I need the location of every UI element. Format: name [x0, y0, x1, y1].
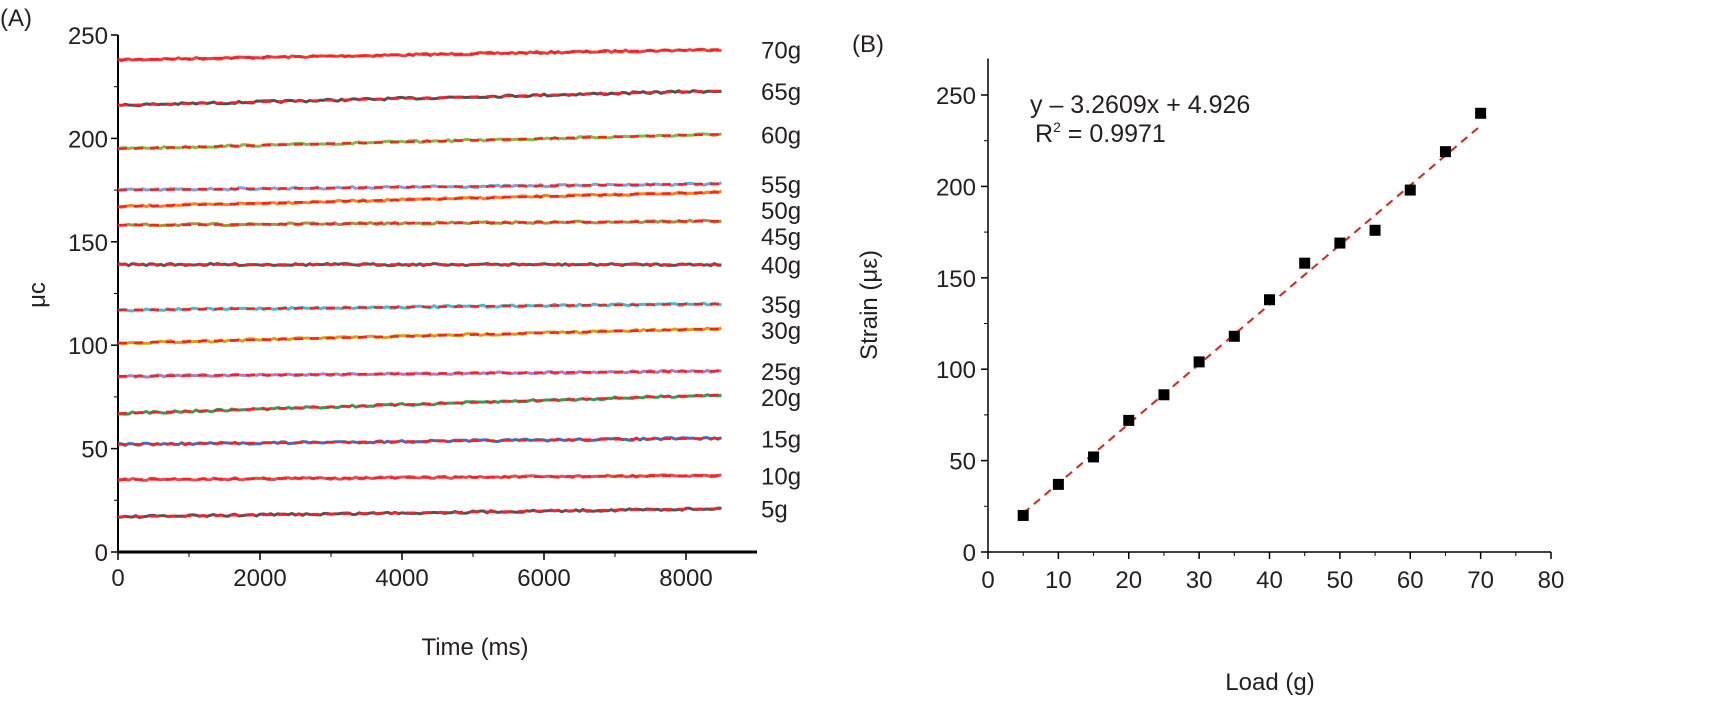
- x-tick-label: 50: [1327, 567, 1354, 594]
- series-label: 10g: [761, 464, 801, 491]
- x-tick-label: 0: [111, 565, 124, 592]
- fit-line-70g: [117, 48, 722, 62]
- fit-line: [1022, 124, 1482, 514]
- panel-b-y-axis-label: Strain (με): [856, 250, 883, 360]
- y-tick-label: 100: [68, 333, 108, 360]
- series-label: 55g: [761, 172, 801, 199]
- panel-a-y-axis-label: μc: [24, 282, 51, 308]
- data-point: [1299, 257, 1311, 269]
- series-label: 70g: [761, 38, 801, 65]
- y-tick-label: 0: [95, 540, 108, 567]
- series-label: 35g: [761, 292, 801, 319]
- y-tick-label: 50: [81, 437, 108, 464]
- x-tick-label: 0: [981, 567, 994, 594]
- fit-line-50g: [117, 190, 722, 208]
- y-tick-label: 250: [936, 83, 976, 110]
- panel-a-time-series: (A) Time (ms) μc 0 2000 4000 6000 8000 0 50 100…: [0, 5, 801, 661]
- data-point: [1439, 146, 1451, 158]
- r-squared: R2 = 0.9971: [1035, 119, 1166, 148]
- x-tick-label: 20: [1115, 567, 1142, 594]
- fit-line-35g: [117, 302, 722, 312]
- panel-b-x-axis-label: Load (g): [1225, 669, 1314, 696]
- panel-a-x-axis-label: Time (ms): [421, 634, 528, 661]
- x-tick-label: 2000: [233, 565, 286, 592]
- fit-line-30g: [117, 327, 722, 345]
- fit-line-60g: [117, 133, 722, 150]
- fit-line-10g: [117, 474, 722, 481]
- data-point: [1404, 184, 1416, 196]
- series-label: 5g: [761, 497, 788, 524]
- y-tick-label: 100: [936, 357, 976, 384]
- y-tick-label: 200: [68, 126, 108, 153]
- fit-line-20g: [117, 393, 722, 415]
- data-point: [1193, 356, 1205, 368]
- fit-line-45g: [117, 219, 722, 227]
- fit-equation: y – 3.2609x + 4.926: [1030, 91, 1250, 119]
- panel-b-calibration: (B) Load (g) Strain (με) y – 3.2609x + 4…: [852, 31, 1564, 696]
- data-point: [1475, 107, 1487, 119]
- data-point: [1334, 237, 1346, 249]
- data-point: [1088, 451, 1100, 463]
- fit-line-55g: [117, 182, 722, 192]
- x-tick-label: 30: [1186, 567, 1213, 594]
- series-label: 50g: [761, 198, 801, 225]
- series-label: 45g: [761, 224, 801, 251]
- y-tick-label: 50: [949, 449, 976, 476]
- series-label: 20g: [761, 385, 801, 412]
- data-point: [1158, 389, 1170, 401]
- y-tick-label: 0: [963, 540, 976, 567]
- series-label: 60g: [761, 122, 801, 149]
- fit-line-5g: [117, 507, 722, 519]
- data-point: [1369, 224, 1381, 236]
- series-label: 15g: [761, 426, 801, 453]
- y-tick-label: 200: [936, 174, 976, 201]
- x-tick-label: 10: [1045, 567, 1072, 594]
- x-tick-label: 60: [1397, 567, 1424, 594]
- data-point: [1052, 478, 1064, 490]
- x-tick-label: 80: [1538, 567, 1565, 594]
- y-tick-label: 250: [68, 23, 108, 50]
- x-tick-label: 6000: [517, 565, 570, 592]
- data-point: [1017, 509, 1029, 521]
- fit-line-15g: [117, 437, 722, 446]
- data-point: [1123, 414, 1135, 426]
- y-tick-label: 150: [936, 266, 976, 293]
- data-point: [1264, 294, 1275, 306]
- panel-b-label: (B): [852, 31, 884, 58]
- fit-line-25g: [117, 369, 722, 378]
- x-tick-label: 8000: [659, 565, 712, 592]
- data-point: [1228, 330, 1240, 342]
- x-tick-label: 40: [1256, 567, 1283, 594]
- panel-a-label: (A): [0, 5, 32, 32]
- fit-line-65g: [117, 89, 722, 107]
- y-tick-label: 150: [68, 230, 108, 257]
- series-label: 65g: [761, 79, 801, 106]
- x-tick-label: 70: [1467, 567, 1494, 594]
- x-tick-label: 4000: [375, 565, 428, 592]
- series-label: 30g: [761, 318, 801, 345]
- series-label: 25g: [761, 359, 801, 386]
- series-label: 40g: [761, 253, 801, 280]
